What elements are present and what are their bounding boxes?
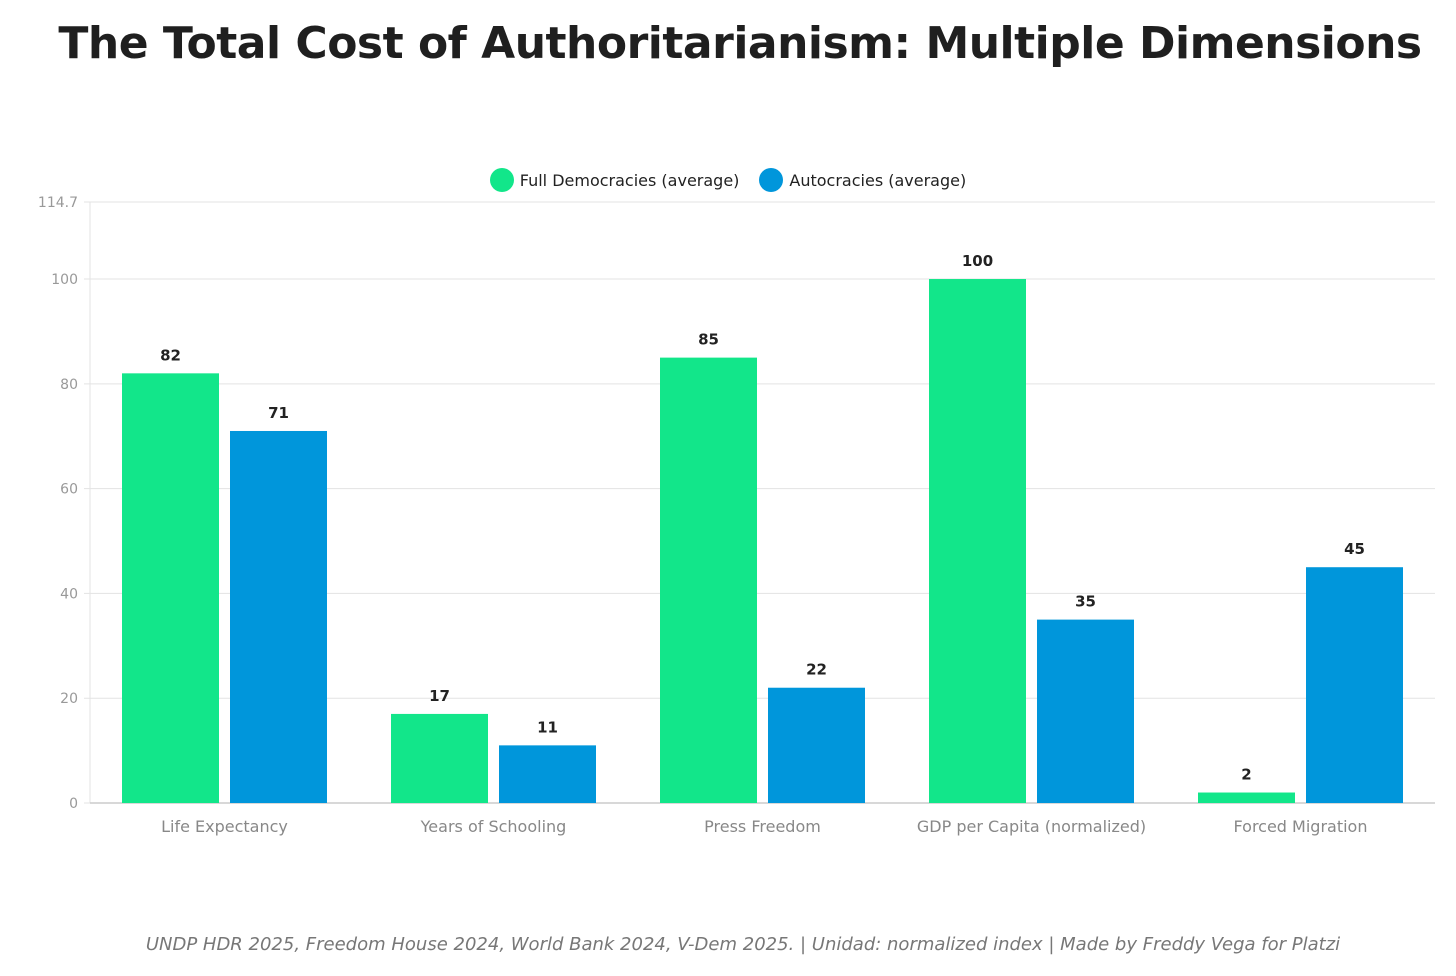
data-label: 17 (429, 687, 450, 705)
bar-autocracies (1306, 567, 1403, 803)
y-tick-label: 114.7 (38, 195, 78, 211)
bar-democracies (1198, 792, 1295, 803)
y-tick-label: 0 (69, 796, 78, 812)
x-tick-label: Years of Schooling (420, 817, 567, 836)
chart-footer-source: UNDP HDR 2025, Freedom House 2024, World… (145, 934, 1341, 955)
data-label: 71 (268, 404, 289, 422)
legend: Full Democracies (average) Autocracies (… (0, 168, 1456, 192)
chart-title: The Total Cost of Authoritarianism: Mult… (58, 18, 1422, 69)
data-label: 11 (537, 718, 558, 736)
bar-autocracies (499, 745, 596, 803)
legend-label: Autocracies (average) (789, 170, 967, 190)
y-tick-label: 60 (60, 482, 78, 498)
data-label: 2 (1241, 766, 1251, 784)
bar-democracies (929, 279, 1026, 803)
legend-swatch-democracies (489, 168, 514, 192)
legend-swatch-autocracies (759, 168, 784, 192)
data-label: 35 (1075, 593, 1096, 611)
y-tick-label: 20 (60, 691, 78, 707)
legend-label: Full Democracies (average) (519, 170, 740, 190)
x-tick-label: Life Expectancy (161, 817, 288, 836)
x-tick-label: GDP per Capita (normalized) (917, 817, 1146, 836)
data-label: 82 (160, 346, 181, 364)
bar-autocracies (1037, 619, 1134, 803)
x-tick-label: Forced Migration (1234, 817, 1368, 836)
bar-democracies (122, 373, 219, 803)
y-tick-label: 40 (60, 586, 78, 602)
y-tick-label: 80 (60, 377, 78, 393)
data-label: 85 (698, 331, 719, 349)
data-label: 22 (806, 661, 827, 679)
legend-item-democracies[interactable]: Full Democracies (average) (489, 168, 740, 192)
bar-democracies (660, 357, 757, 803)
legend-item-autocracies[interactable]: Autocracies (average) (759, 168, 966, 192)
y-tick-label: 100 (51, 272, 78, 288)
bar-autocracies (768, 687, 865, 803)
data-label: 100 (962, 252, 993, 270)
bar-autocracies (230, 430, 327, 803)
data-label: 45 (1344, 540, 1365, 558)
x-tick-label: Press Freedom (704, 817, 821, 836)
bar-democracies (391, 713, 488, 803)
